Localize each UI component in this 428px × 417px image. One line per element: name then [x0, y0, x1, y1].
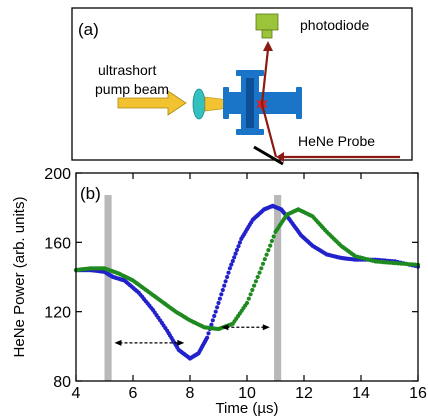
data-point — [216, 300, 221, 306]
highlight-bar-2 — [274, 195, 282, 381]
x-tick-label: 6 — [129, 385, 138, 402]
data-point — [269, 238, 274, 244]
lens — [192, 88, 206, 120]
pump-beam-arrow — [117, 90, 187, 116]
data-point — [260, 261, 266, 266]
pump-beam-label-line1: ultrashort — [98, 62, 156, 78]
vacuum-chamber — [223, 70, 302, 135]
series-blue — [73, 203, 421, 361]
photodiode — [255, 13, 279, 39]
data-point — [233, 251, 238, 256]
x-tick-label: 10 — [238, 385, 256, 402]
highlight-bars — [104, 195, 282, 381]
panel-b: 80 120 160 200 4 6 8 10 12 14 16 (b) HeNe Power (… — [11, 166, 427, 417]
data-point — [237, 240, 242, 245]
data-point — [268, 243, 273, 248]
data-point — [248, 292, 253, 297]
data-point — [210, 318, 215, 323]
y-axis-label: HeNe Power (arb. units) — [11, 197, 28, 358]
data-point — [234, 247, 240, 252]
data-point — [232, 255, 237, 260]
highlight-bar-1 — [104, 195, 112, 381]
x-tick-label: 12 — [295, 385, 313, 402]
panel-a-label: (a) — [78, 20, 99, 39]
data-point — [271, 234, 276, 239]
probe-beam — [260, 41, 400, 162]
data-point — [205, 335, 210, 340]
data-point — [209, 322, 214, 327]
data-point — [212, 313, 217, 319]
x-ticks: 4 6 8 10 12 14 16 — [72, 173, 427, 402]
mirror — [253, 145, 284, 166]
x-axis-label: Time (µs) — [215, 400, 278, 417]
y-tick-label: 80 — [53, 374, 71, 391]
data-point — [253, 279, 258, 284]
y-ticks: 80 120 160 200 — [44, 166, 418, 391]
y-tick-label: 160 — [44, 235, 71, 252]
data-point — [250, 287, 255, 293]
data-point — [266, 248, 271, 253]
data-point — [226, 270, 231, 275]
pump-beam-label-line2: pump beam — [95, 81, 169, 97]
data-point — [230, 258, 235, 264]
delay-arrow-2 — [221, 324, 270, 331]
delay-arrow-1 — [114, 339, 185, 346]
data-point — [262, 257, 267, 262]
data-point — [259, 266, 264, 271]
panel-b-label: (b) — [80, 184, 101, 203]
data-point — [213, 309, 218, 314]
data-point — [229, 262, 234, 267]
data-point — [219, 292, 224, 297]
y-tick-label: 120 — [44, 305, 71, 322]
data-point — [252, 283, 257, 288]
x-tick-label: 8 — [186, 385, 195, 402]
data-point — [206, 331, 211, 336]
data-point — [257, 270, 262, 275]
photodiode-label: photodiode — [300, 17, 370, 33]
data-point — [244, 300, 250, 306]
data-point — [225, 274, 230, 280]
data-point — [227, 266, 232, 271]
data-point — [255, 274, 260, 280]
panel-a: (a) ultrashort pump beam HeN — [71, 7, 413, 166]
x-tick-label: 14 — [352, 385, 370, 402]
x-tick-label: 4 — [72, 385, 81, 402]
probe-label: HeNe Probe — [298, 133, 375, 149]
y-tick-label: 200 — [44, 166, 71, 183]
data-point — [236, 244, 241, 249]
data-point — [246, 296, 251, 301]
data-point — [220, 287, 225, 293]
x-tick-label: 16 — [409, 385, 427, 402]
series-green — [73, 207, 421, 332]
data-point — [215, 305, 220, 310]
data-point — [217, 296, 222, 301]
panel-a-frame — [71, 7, 413, 161]
delay-arrows — [114, 324, 270, 346]
data-point — [222, 283, 227, 288]
data-point — [264, 252, 269, 257]
data-point — [223, 279, 228, 284]
